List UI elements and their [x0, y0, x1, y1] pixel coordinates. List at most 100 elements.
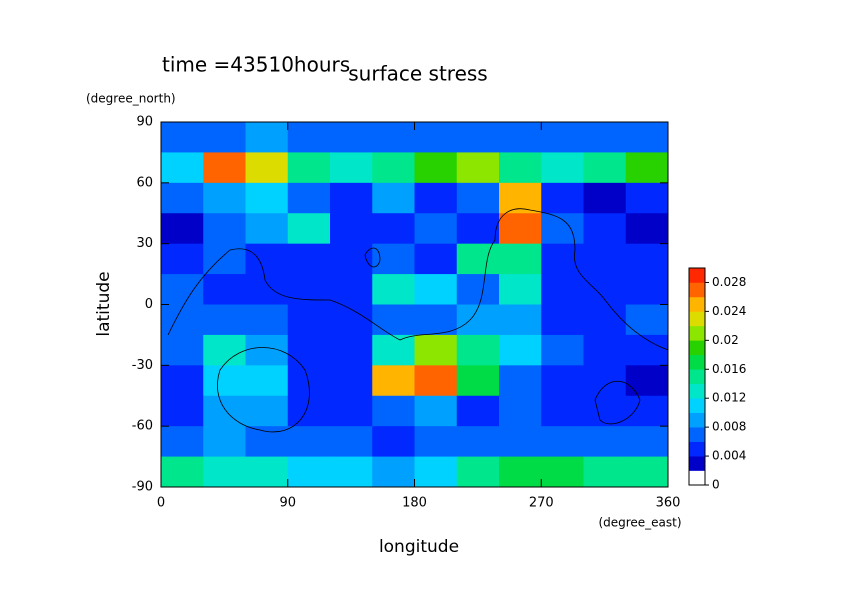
contour-cell: [541, 395, 584, 427]
contour-cell: [456, 213, 500, 245]
contour-cell: [245, 456, 289, 488]
contour-cell: [625, 213, 669, 245]
contour-cell: [541, 304, 584, 336]
colorbar: 0 0.004 0.008 0.012 0.016 0.02 0.024 0.028: [688, 267, 746, 492]
contour-cell: [414, 304, 458, 336]
contour-cell: [372, 243, 415, 275]
contour-cell: [456, 182, 500, 214]
contour-cell: [245, 243, 289, 275]
contour-cell: [414, 182, 458, 214]
contour-cell: [161, 274, 204, 305]
contour-cell: [330, 243, 373, 275]
contour-cell: [203, 152, 246, 184]
contour-cell: [499, 122, 542, 153]
colorbar-swatch: [689, 282, 705, 298]
contour-cell: [625, 304, 669, 336]
contour-cell: [372, 334, 415, 366]
contour-cell: [541, 365, 584, 397]
contour-cell: [203, 426, 246, 458]
colorbar-swatch: [689, 369, 705, 385]
contour-cell: [287, 213, 331, 245]
contour-cell: [372, 365, 415, 397]
contour-cell: [203, 274, 246, 305]
contour-cell: [203, 395, 246, 427]
contour-cell: [245, 395, 289, 427]
contour-cell: [583, 365, 627, 397]
contour-cell: [161, 365, 204, 397]
x-tick-label: 0: [157, 496, 165, 511]
contour-cell: [583, 334, 627, 366]
colorbar-tick-label: 0.004: [712, 449, 746, 463]
contour-cell: [583, 304, 627, 336]
contour-cell: [161, 243, 204, 275]
contour-cell: [499, 304, 542, 336]
contour-cell: [161, 334, 204, 366]
contour-cell: [499, 334, 542, 366]
contour-cell: [414, 152, 458, 184]
contour-cell: [499, 243, 542, 275]
contour-cell: [330, 365, 373, 397]
contour-cell: [287, 182, 331, 214]
contour-cell: [287, 243, 331, 275]
contour-cell: [583, 426, 627, 458]
contour-cell: [625, 395, 669, 427]
colorbar-swatch: [689, 383, 705, 399]
y-axis-label: latitude: [94, 271, 114, 336]
contour-cell: [625, 426, 669, 458]
contour-cell: [499, 426, 542, 458]
contour-cell: [287, 426, 331, 458]
contour-cell: [287, 122, 331, 153]
contour-cell: [541, 122, 584, 153]
y-tick-label: 60: [136, 175, 153, 190]
contour-cell: [161, 213, 204, 245]
contour-cell: [456, 243, 500, 275]
contour-cell: [456, 426, 500, 458]
contour-cell: [287, 152, 331, 184]
x-tick-label: 270: [529, 496, 554, 511]
contour-cell: [330, 456, 373, 488]
contour-cell: [583, 243, 627, 275]
contour-cell: [372, 152, 415, 184]
contour-cell: [161, 456, 204, 488]
contour-cell: [330, 122, 373, 153]
time-label: time =43510hours: [162, 53, 350, 77]
contour-cell: [330, 152, 373, 184]
colorbar-swatch: [689, 296, 705, 312]
contour-cell: [245, 274, 289, 305]
contour-cell: [414, 395, 458, 427]
y-tick-label: 0: [145, 297, 153, 312]
contour-cell: [203, 122, 246, 153]
contour-cell: [541, 274, 584, 305]
colorbar-tick-label: 0.016: [712, 362, 746, 376]
colorbar-swatch: [689, 354, 705, 370]
contour-cell: [625, 243, 669, 275]
contour-cell: [203, 365, 246, 397]
y-tick-label: -60: [132, 419, 153, 434]
contour-cell: [541, 152, 584, 184]
y-tick-label: 30: [136, 236, 153, 251]
y-tick-label: -30: [132, 358, 153, 373]
contour-cell: [372, 122, 415, 153]
colorbar-swatch: [689, 268, 705, 283]
y-tick-label: -90: [132, 480, 153, 495]
contour-cell: [245, 365, 289, 397]
contour-cell: [414, 213, 458, 245]
colorbar-swatch: [689, 470, 705, 486]
colorbar-tick-label: 0.028: [712, 275, 746, 289]
x-tick-label: 360: [656, 496, 681, 511]
contour-cell: [583, 213, 627, 245]
contour-cell: [414, 243, 458, 275]
contour-cell: [456, 395, 500, 427]
contour-cell: [245, 122, 289, 153]
contour-cell: [287, 334, 331, 366]
colorbar-swatch: [689, 398, 705, 413]
contour-cell: [372, 395, 415, 427]
contour-cell: [499, 395, 542, 427]
contour-cell: [456, 122, 500, 153]
contour-cell: [330, 274, 373, 305]
coastlines: [167, 208, 669, 433]
contour-cell: [372, 304, 415, 336]
contour-cell: [499, 152, 542, 184]
colorbar-tick-label: 0.02: [712, 333, 739, 347]
